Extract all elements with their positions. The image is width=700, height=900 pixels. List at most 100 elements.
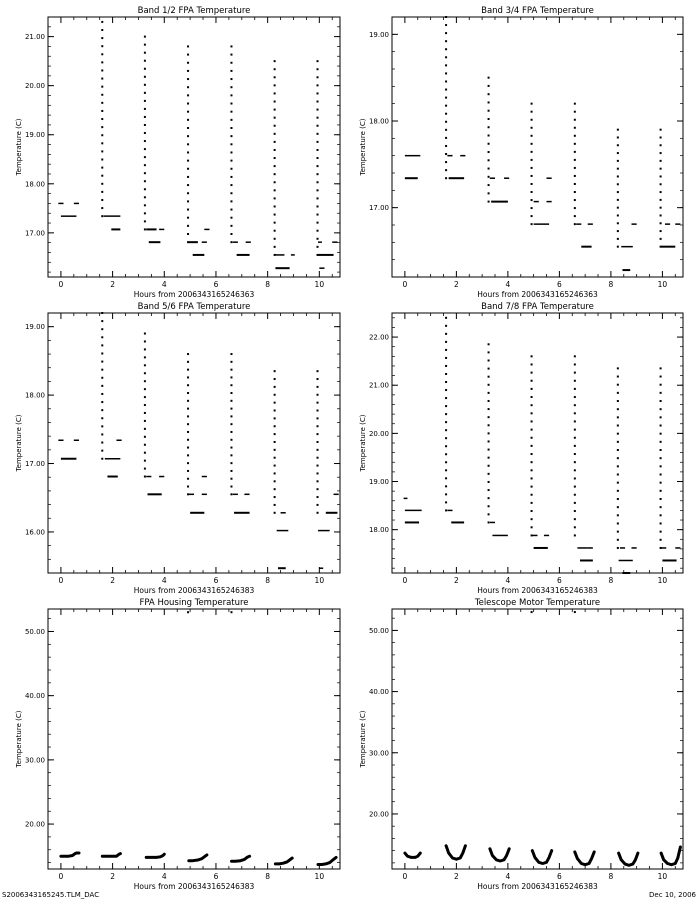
data-point	[143, 356, 146, 359]
x-tick-label: 10	[658, 576, 668, 585]
data-point	[616, 183, 619, 186]
data-point	[616, 175, 619, 178]
data-point	[659, 489, 662, 492]
y-axis-label: Temperature (C)	[15, 118, 23, 176]
x-axis-label: Hours from 2006343165246363	[134, 290, 255, 299]
data-point	[659, 440, 662, 443]
data-point	[143, 443, 146, 446]
data-point	[143, 340, 146, 343]
data-point	[230, 241, 233, 244]
data-point	[101, 158, 104, 161]
x-tick-label: 2	[110, 872, 115, 881]
data-point	[487, 432, 490, 435]
data-point	[101, 360, 104, 363]
data-point	[659, 152, 662, 155]
data-point	[187, 86, 190, 89]
data-point	[659, 546, 662, 549]
data-point	[101, 207, 104, 210]
data-point	[316, 148, 319, 151]
data-point	[530, 526, 533, 529]
data-point	[616, 440, 619, 443]
data-point	[143, 148, 146, 151]
data-point	[187, 493, 190, 496]
y-tick-label: 50.00	[25, 628, 45, 636]
data-point	[273, 165, 276, 168]
data-point	[230, 159, 233, 162]
data-point	[230, 216, 233, 219]
data-point	[487, 440, 490, 443]
data-point	[316, 76, 319, 79]
data-point	[573, 477, 576, 480]
data-point	[273, 488, 276, 491]
data-point	[143, 83, 146, 86]
data-point	[316, 456, 319, 459]
x-tick-label: 4	[162, 280, 167, 289]
data-point	[487, 391, 490, 394]
data-point	[573, 379, 576, 382]
data-point	[316, 84, 319, 87]
data-curve	[617, 851, 640, 867]
data-point	[273, 472, 276, 475]
data-point	[230, 415, 233, 418]
data-curve	[316, 855, 338, 866]
data-point	[530, 215, 533, 218]
data-point	[616, 481, 619, 484]
data-point	[659, 400, 662, 403]
data-point	[187, 368, 190, 371]
data-point	[187, 69, 190, 72]
data-point	[659, 136, 662, 139]
data-point	[316, 116, 319, 119]
data-point	[445, 40, 448, 43]
data-point	[143, 51, 146, 54]
y-axis-label: Temperature (C)	[359, 118, 367, 176]
data-point	[230, 611, 233, 614]
data-point	[187, 469, 190, 472]
data-point	[143, 123, 146, 126]
data-point	[273, 480, 276, 483]
data-point	[616, 400, 619, 403]
data-point	[616, 530, 619, 533]
data-point	[445, 509, 448, 512]
x-tick-label: 2	[110, 576, 115, 585]
data-point	[573, 493, 576, 496]
data-point	[573, 611, 576, 614]
data-point	[530, 477, 533, 480]
data-point	[316, 189, 319, 192]
data-point	[187, 143, 190, 146]
data-point	[659, 167, 662, 170]
data-point	[230, 368, 233, 371]
data-point	[487, 521, 490, 524]
y-axis-label: Temperature (C)	[359, 710, 367, 768]
data-point	[530, 469, 533, 472]
data-point	[445, 56, 448, 59]
data-point	[616, 538, 619, 541]
data-point	[445, 161, 448, 164]
y-tick-label: 18.00	[369, 526, 389, 534]
data-point	[187, 200, 190, 203]
data-point	[143, 35, 146, 38]
data-point	[187, 353, 190, 356]
data-point	[445, 485, 448, 488]
data-point	[530, 110, 533, 113]
data-point	[101, 93, 104, 96]
data-point	[273, 76, 276, 79]
data-point	[487, 167, 490, 170]
data-point	[143, 75, 146, 78]
data-point	[445, 16, 448, 18]
data-point	[273, 116, 276, 119]
data-point	[487, 84, 490, 87]
y-tick-label: 22.00	[369, 334, 389, 342]
data-point	[616, 206, 619, 209]
data-point	[316, 140, 319, 143]
data-point	[230, 118, 233, 121]
data-point	[230, 233, 233, 236]
data-point	[445, 381, 448, 384]
data-point	[487, 142, 490, 145]
data-point	[573, 371, 576, 374]
data-point	[659, 214, 662, 217]
data-point	[101, 376, 104, 379]
data-point	[143, 220, 146, 223]
data-point	[659, 497, 662, 500]
data-point	[530, 363, 533, 366]
